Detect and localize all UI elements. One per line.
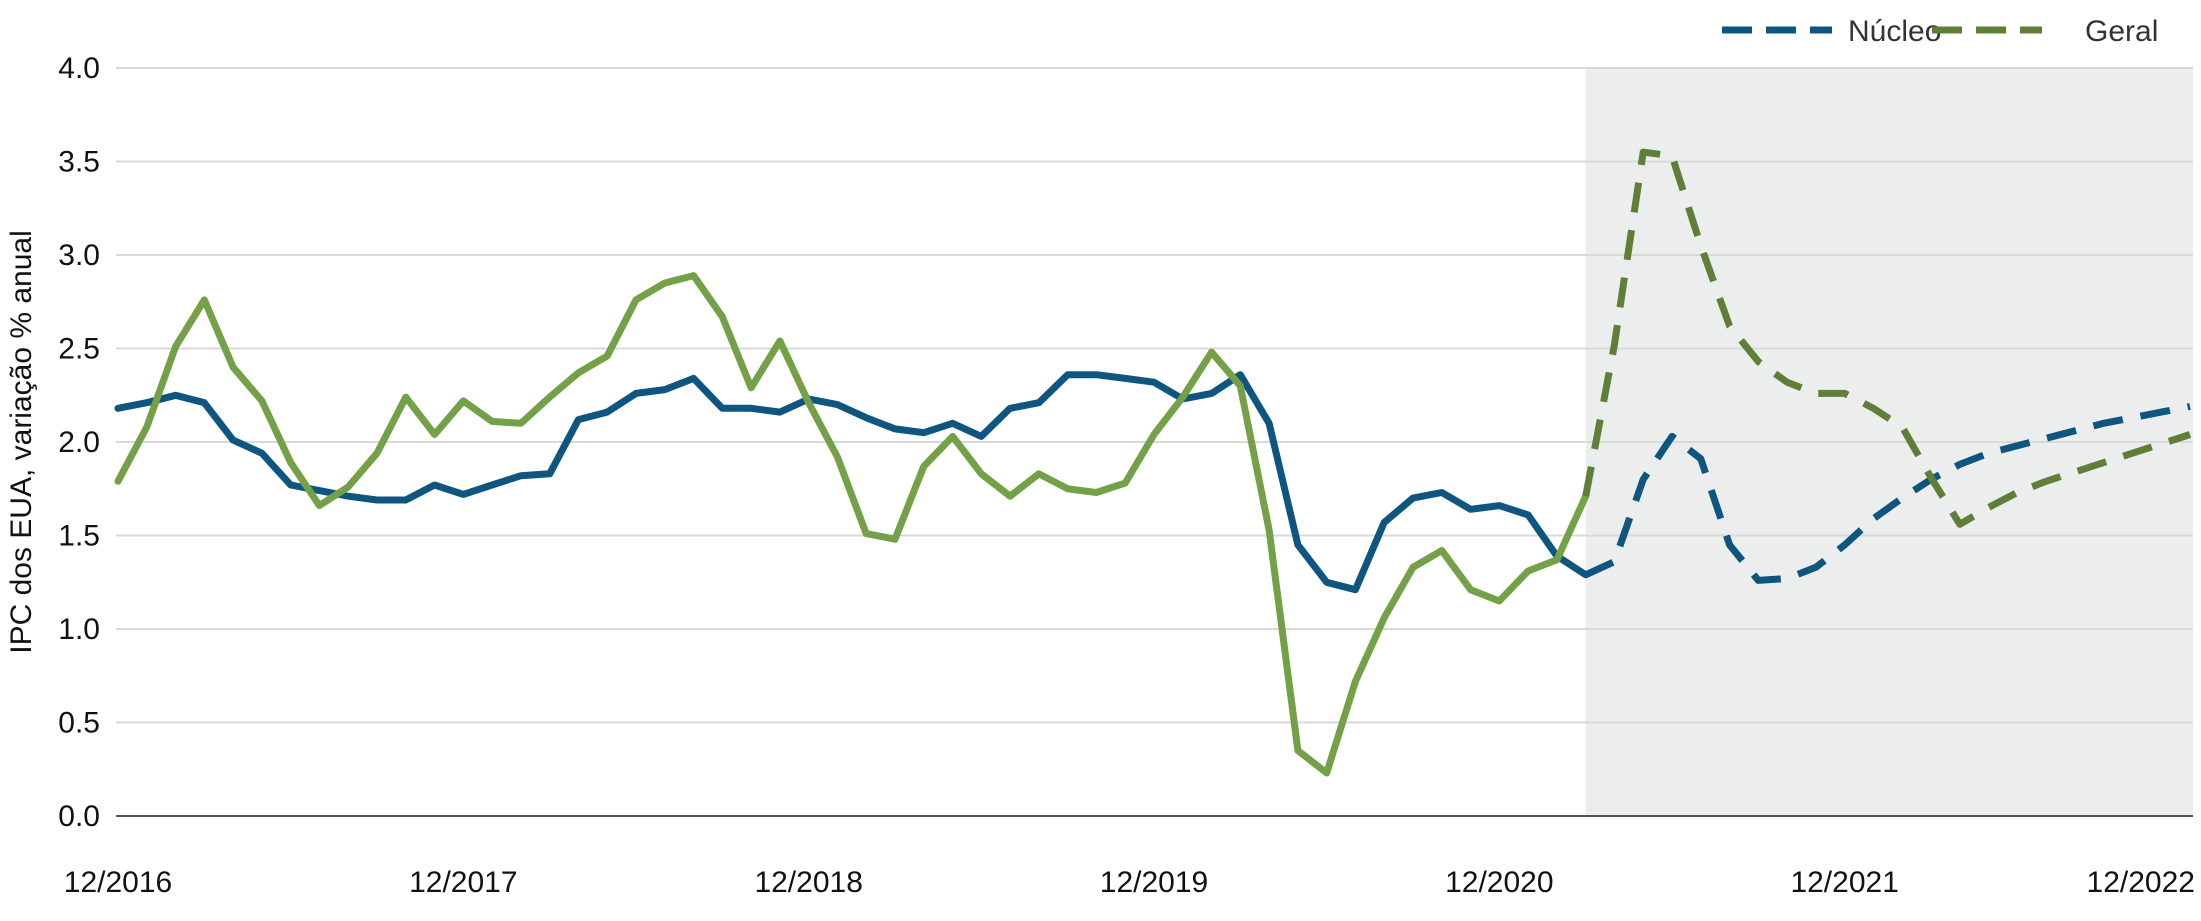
x-tick-label: 12/2017 (409, 866, 517, 899)
x-tick-label: 12/2018 (754, 866, 862, 899)
y-tick-label: 1.0 (58, 613, 100, 646)
y-tick-label: 2.5 (58, 333, 100, 366)
x-axis: 12/2016 12/2017 12/2018 12/2019 12/2020 12/20… (64, 866, 2195, 899)
y-tick-label: 1.5 (58, 520, 100, 553)
x-tick-label: 12/2020 (1445, 866, 1553, 899)
series-line-geral-forecast (1582, 148, 2192, 528)
y-axis-title: IPC dos EUA, variação % anual (5, 230, 38, 654)
legend-label: Geral (2085, 15, 2158, 48)
x-tick-label: 12/2021 (1790, 866, 1898, 899)
x-tick-label: 12/2016 (64, 866, 172, 899)
y-axis: 0.0 0.5 1.0 1.5 2.0 2.5 3.0 3.5 4.0 (58, 52, 100, 833)
grid-lines (116, 67, 2193, 724)
x-tick-label: 12/2019 (1100, 866, 1208, 899)
series-line-nucleo-forecast (1584, 403, 2191, 584)
y-tick-label: 0.0 (58, 800, 100, 833)
y-tick-label: 4.0 (58, 52, 100, 85)
series-line-nucleo (114, 371, 1590, 594)
y-tick-label: 3.5 (58, 146, 100, 179)
x-tick-label: 12/2022 (2087, 866, 2195, 899)
series-group (114, 148, 2192, 777)
y-tick-label: 3.0 (58, 239, 100, 272)
y-tick-label: 0.5 (58, 707, 100, 740)
y-tick-label: 2.0 (58, 426, 100, 459)
series-line-geral (114, 272, 1590, 777)
legend: Núcleo Geral (1722, 15, 2158, 48)
legend-label: Núcleo (1848, 15, 1941, 48)
